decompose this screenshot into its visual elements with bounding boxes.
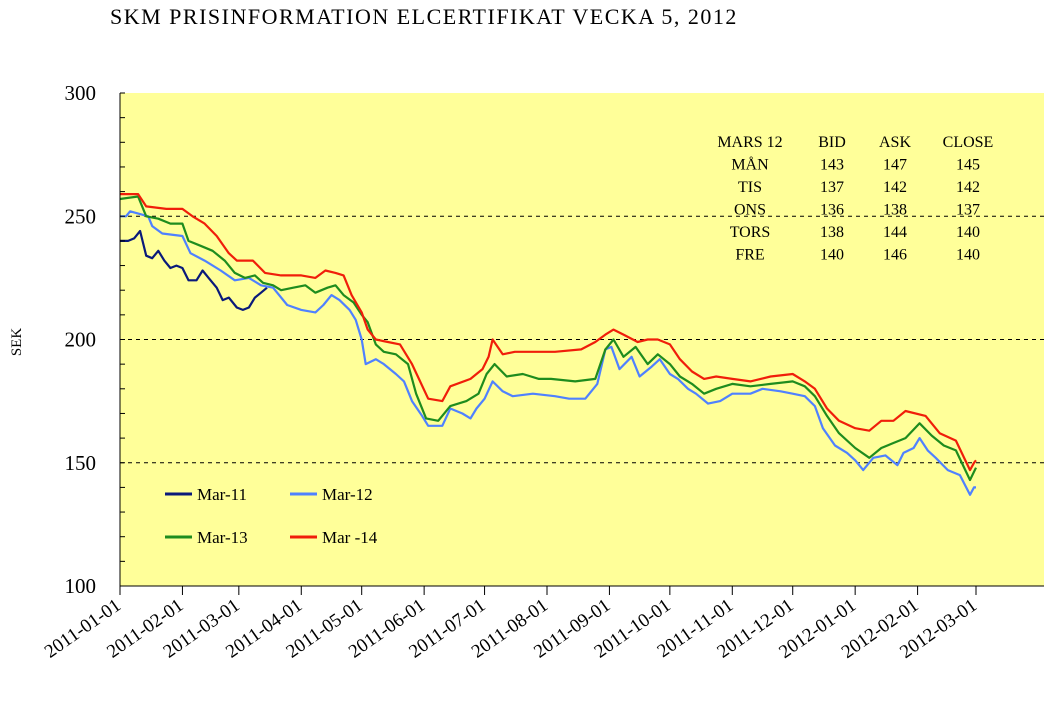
table-cell: 138 — [820, 224, 844, 241]
table-cell: 138 — [883, 202, 907, 219]
table-cell: 137 — [956, 202, 980, 219]
table-cell: 136 — [820, 202, 844, 219]
series-line-1 — [120, 229, 268, 311]
y-tick-label: 100 — [65, 574, 97, 598]
x-axis-ticks: 2011-01-012011-02-012011-03-012011-04-01… — [41, 586, 981, 663]
price-table: MARS 12 BID ASK CLOSE MÅN 143 147 145 TIS 137 142 1… — [717, 134, 993, 264]
y-tick-label: 150 — [65, 451, 97, 475]
legend-label: Mar-13 — [197, 528, 248, 547]
legend-label: Mar-12 — [322, 485, 373, 504]
table-cell: 146 — [883, 247, 907, 264]
table-cell: 147 — [883, 157, 907, 174]
series-line-2 — [120, 210, 976, 496]
table-header: BID — [818, 134, 846, 151]
axes — [119, 92, 1044, 587]
table-row-label: TIS — [738, 179, 762, 196]
legend-label: Mar -14 — [322, 528, 378, 547]
grid-lines — [120, 215, 1044, 464]
table-cell: 140 — [956, 224, 980, 241]
table-row-label: ONS — [734, 202, 766, 219]
table-row-label: MÅN — [731, 156, 769, 174]
table-cell: 144 — [883, 224, 907, 241]
y-tick-label: 250 — [65, 204, 97, 228]
legend: Mar-11 Mar-12 Mar-13 Mar -14 — [165, 485, 378, 547]
table-row-label: TORS — [730, 224, 771, 241]
table-cell: 137 — [820, 179, 844, 196]
y-tick-label: 300 — [65, 81, 97, 105]
table-cell: 142 — [883, 179, 907, 196]
table-row-label: FRE — [735, 247, 764, 264]
series-lines — [119, 193, 977, 496]
y-axis-ticks: 100 150 200 250 300 — [65, 81, 97, 598]
table-cell: 145 — [956, 157, 980, 174]
table-header: ASK — [879, 134, 911, 151]
table-cell: 143 — [820, 157, 844, 174]
table-header: CLOSE — [943, 134, 994, 151]
table-cell: 140 — [820, 247, 844, 264]
legend-label: Mar-11 — [197, 485, 247, 504]
y-axis-label: SEK — [9, 328, 25, 357]
y-tick-label: 200 — [65, 328, 97, 352]
table-header: MARS 12 — [717, 134, 782, 151]
series-line-4 — [120, 193, 977, 472]
chart-title: SKM PRISINFORMATION ELCERTIFIKAT VECKA 5… — [110, 4, 738, 29]
table-cell: 142 — [956, 179, 980, 196]
series-line-3 — [119, 195, 977, 482]
table-cell: 140 — [956, 247, 980, 264]
